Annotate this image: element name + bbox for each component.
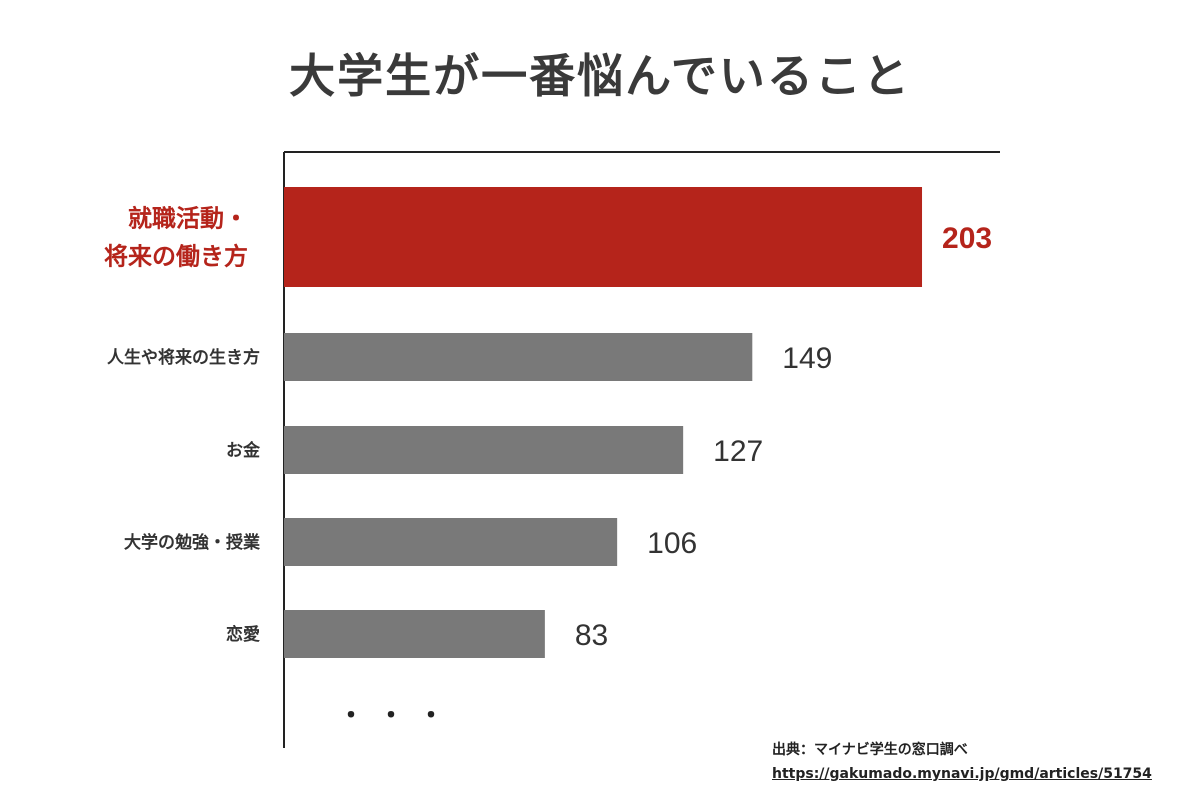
value-label-0: 203	[942, 222, 992, 255]
bar-4	[284, 610, 545, 658]
category-label-0-line-0: 就職活動・	[128, 205, 248, 233]
value-label-2: 127	[713, 435, 763, 468]
continuation-dots: ・・・	[338, 701, 458, 731]
value-label-4: 83	[575, 619, 608, 652]
bar-3	[284, 518, 618, 566]
category-label-3: 大学の勉強・授業	[124, 532, 260, 553]
value-label-3: 106	[647, 527, 697, 560]
source-link[interactable]: https://gakumado.mynavi.jp/gmd/articles/…	[772, 766, 1152, 782]
bar-0	[284, 187, 923, 287]
bar-2	[284, 426, 684, 474]
bar-1	[284, 333, 753, 381]
category-label-1: 人生や将来の生き方	[107, 347, 260, 368]
value-label-1: 149	[782, 342, 832, 375]
category-label-2: お金	[226, 440, 261, 461]
chart-title: 大学生が一番悩んでいること	[289, 49, 911, 103]
category-label-4: 恋愛	[226, 624, 260, 645]
category-label-0-line-1: 将来の働き方	[104, 243, 248, 271]
source-label: 出典：マイナビ学生の窓口調べ	[772, 742, 968, 758]
source-note: 出典：マイナビ学生の窓口調べ https://gakumado.mynavi.j…	[772, 738, 1192, 786]
